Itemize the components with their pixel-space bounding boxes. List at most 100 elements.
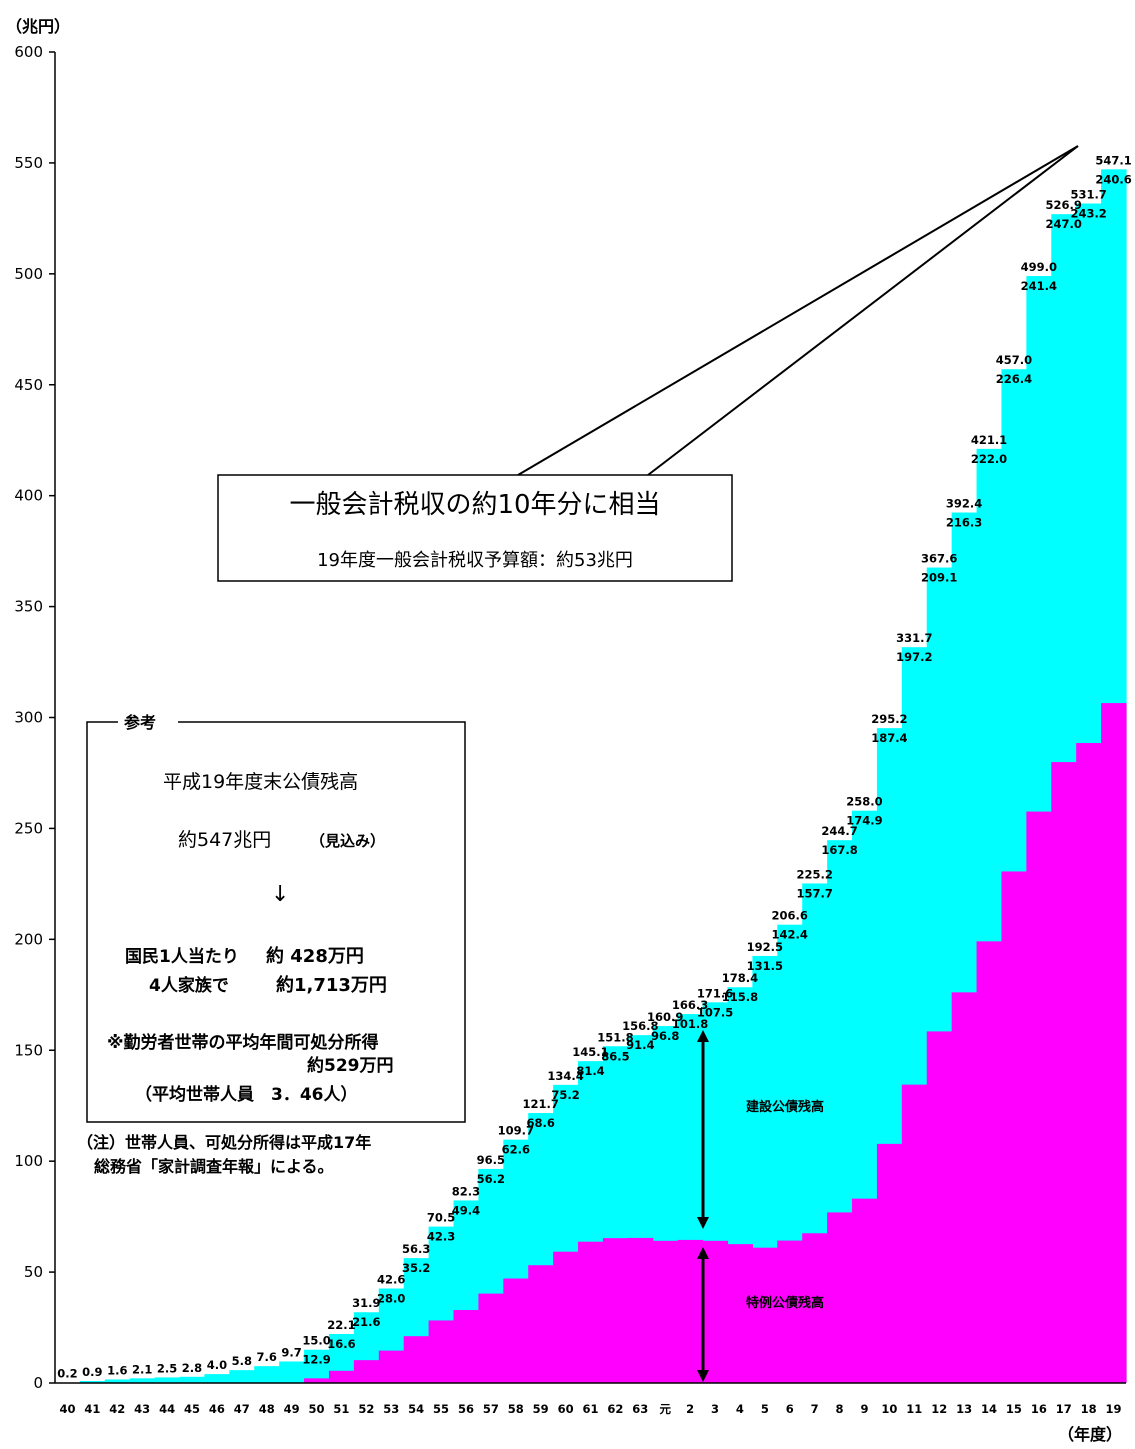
series-label-construction: 建設公債残高 [746,1099,824,1115]
total-value-label: 151.8 [597,1030,633,1044]
callout-title: 一般会計税収の約10年分に相当 [289,490,660,520]
total-value-label: 70.5 [427,1211,455,1225]
reference-line1: 平成19年度末公債残高 [163,771,358,793]
special-area-bar [1101,703,1127,1383]
total-value-label: 499.0 [1021,260,1057,274]
x-tick-label: 12 [931,1402,947,1416]
x-tick-label: 40 [59,1402,75,1416]
y-tick-label: 0 [33,1374,43,1392]
construction-value-label: 35.2 [402,1261,430,1275]
reference-box: 参考 平成19年度末公債残高 約547兆円 （見込み） ↓ 国民1人当たり 約 … [86,713,466,1123]
x-tick-label: 9 [860,1402,868,1416]
callout-subtitle: 19年度一般会計税収予算額：約53兆円 [317,550,633,571]
special-area-bar [602,1238,629,1383]
total-value-label: 2.1 [132,1362,152,1376]
special-area-bar [901,1084,928,1383]
x-tick-label: 18 [1081,1402,1097,1416]
reference-line3b: 約 428万円 [266,945,364,967]
special-area-bar [926,1031,953,1383]
special-area-bar [1001,871,1027,1383]
construction-value-label: 75.2 [551,1088,579,1102]
x-tick-label: 14 [981,1402,997,1416]
special-area-bar [652,1240,679,1383]
total-value-label: 9.7 [281,1345,301,1359]
total-value-label: 7.6 [257,1350,277,1364]
x-axis-ticks: 40 41 42 43 44 45 46 47 48 49 50 51 52 53 54 55 56 57 58 59… [59,1402,1121,1416]
total-area-bar [229,1370,255,1383]
special-area-bar [528,1265,554,1383]
construction-value-label: 49.4 [452,1203,480,1217]
total-value-label: 0.2 [57,1367,77,1381]
plot-areas [55,169,1127,1384]
total-value-label: 31.9 [352,1296,380,1310]
y-tick-label: 550 [14,154,43,172]
total-area-bar [129,1378,156,1383]
construction-value-label: 56.2 [477,1172,505,1186]
x-tick-label: 54 [408,1402,424,1416]
callout-box [217,474,733,582]
x-tick-label: 55 [433,1402,449,1416]
total-value-label: 56.3 [402,1242,430,1256]
total-value-label: 134.4 [547,1069,583,1083]
y-tick-label: 500 [14,265,43,283]
reference-line5: ※勤労者世帯の平均年間可処分所得 [107,1032,379,1053]
y-tick-label: 450 [14,376,43,394]
x-tick-label: 41 [84,1402,100,1416]
total-value-label: 15.0 [302,1334,330,1348]
total-area-bar [279,1361,305,1383]
reference-line2b: （見込み） [310,832,385,850]
x-tick-label: 11 [906,1402,922,1416]
x-tick-label: 63 [632,1402,648,1416]
x-tick-label: 59 [533,1402,549,1416]
construction-value-label: 216.3 [946,516,982,530]
x-tick-label: 4 [736,1402,744,1416]
x-tick-label: 19 [1106,1402,1122,1416]
x-tick-label: 15 [1006,1402,1022,1416]
construction-value-label: 28.0 [377,1291,405,1305]
total-value-label: 166.3 [672,998,708,1012]
x-tick-label: 10 [881,1402,897,1416]
total-value-label: 121.7 [522,1097,558,1111]
x-tick-label: 60 [558,1402,574,1416]
special-area-bar [378,1350,405,1383]
total-value-label: 178.4 [722,971,758,985]
reference-line2a: 約547兆円 [178,829,271,851]
total-value-label: 160.9 [647,1010,683,1024]
x-tick-label: 5 [761,1402,769,1416]
special-area-bar [403,1336,430,1383]
construction-value-label: 240.6 [1095,172,1131,186]
y-tick-label: 400 [14,487,43,505]
reference-line7: （平均世帯人員 3．46人） [135,1084,358,1105]
total-area-bar [104,1379,131,1383]
construction-value-label: 174.9 [846,814,882,828]
x-tick-label: 44 [159,1402,175,1416]
reference-arrow: ↓ [271,882,289,907]
total-value-label: 0.9 [82,1365,102,1379]
special-area-bar [677,1239,704,1383]
total-value-label: 225.2 [796,867,832,881]
construction-value-label: 21.6 [352,1315,380,1329]
special-area-bar [876,1143,903,1383]
total-value-label: 171.6 [697,986,733,1000]
x-tick-label: 7 [811,1402,819,1416]
total-area-bar [254,1366,280,1383]
construction-range-arrow [697,1030,709,1229]
total-value-label: 244.7 [821,824,857,838]
construction-value-label: 187.4 [871,731,907,745]
total-value-label: 421.1 [971,433,1007,447]
construction-value-label: 12.9 [302,1353,330,1367]
special-area-bar [727,1244,753,1383]
construction-value-label: 209.1 [921,571,957,585]
total-value-label: 2.5 [157,1361,177,1375]
total-value-label: 331.7 [896,631,932,645]
special-area-bar [627,1237,654,1383]
y-axis-unit-label: （兆円） [6,17,70,36]
x-tick-label: 46 [209,1402,225,1416]
x-tick-label: 58 [508,1402,524,1416]
special-area-bar [503,1278,529,1383]
total-value-label: 42.6 [377,1272,405,1286]
total-value-label: 295.2 [871,712,907,726]
reference-header: 参考 [124,713,156,732]
special-area-bar [951,992,978,1383]
construction-value-label: 101.8 [672,1017,708,1031]
